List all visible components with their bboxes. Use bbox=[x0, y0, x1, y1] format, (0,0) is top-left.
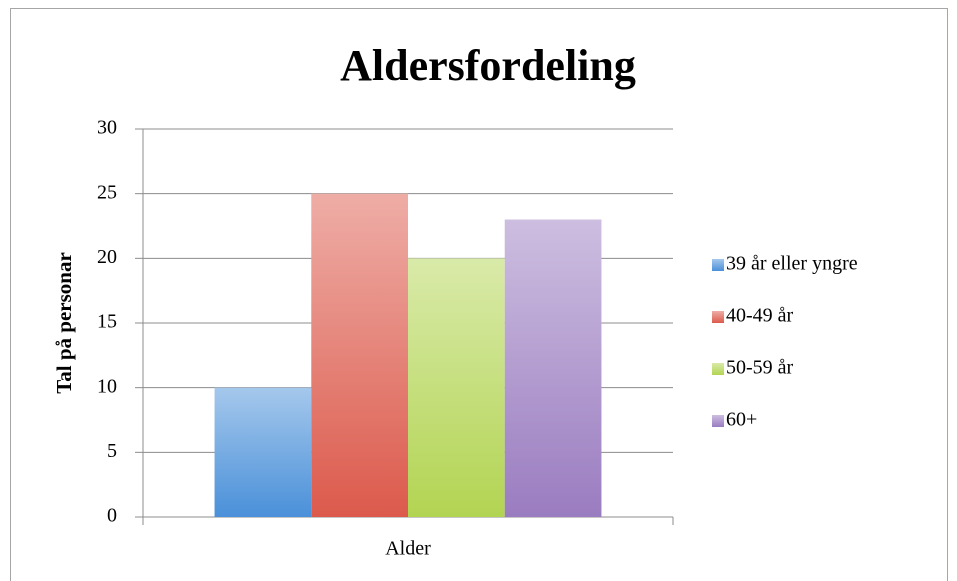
bar bbox=[504, 219, 602, 518]
y-tick-label: 15 bbox=[97, 311, 117, 333]
y-tick-label: 20 bbox=[97, 246, 117, 268]
legend-swatch bbox=[712, 311, 724, 323]
x-tick-label: Alder bbox=[385, 538, 431, 560]
legend-swatch bbox=[712, 259, 724, 271]
bar bbox=[214, 387, 312, 517]
bar bbox=[408, 258, 505, 517]
y-tick-label: 5 bbox=[107, 440, 117, 462]
legend-label: 50-59 år bbox=[726, 357, 794, 379]
y-tick-label: 30 bbox=[97, 117, 117, 139]
y-tick-label: 0 bbox=[107, 505, 117, 527]
y-tick-label: 25 bbox=[97, 181, 117, 203]
y-axis-label: Tal på personar bbox=[52, 252, 76, 394]
legend-label: 39 år eller yngre bbox=[726, 253, 858, 275]
legend-label: 40-49 år bbox=[726, 305, 794, 327]
y-tick-label: 10 bbox=[97, 375, 117, 397]
legend-swatch bbox=[712, 415, 724, 427]
legend-swatch bbox=[712, 363, 724, 375]
bar bbox=[311, 193, 408, 517]
chart-title: Aldersfordeling bbox=[340, 41, 636, 90]
legend-label: 60+ bbox=[726, 409, 757, 431]
